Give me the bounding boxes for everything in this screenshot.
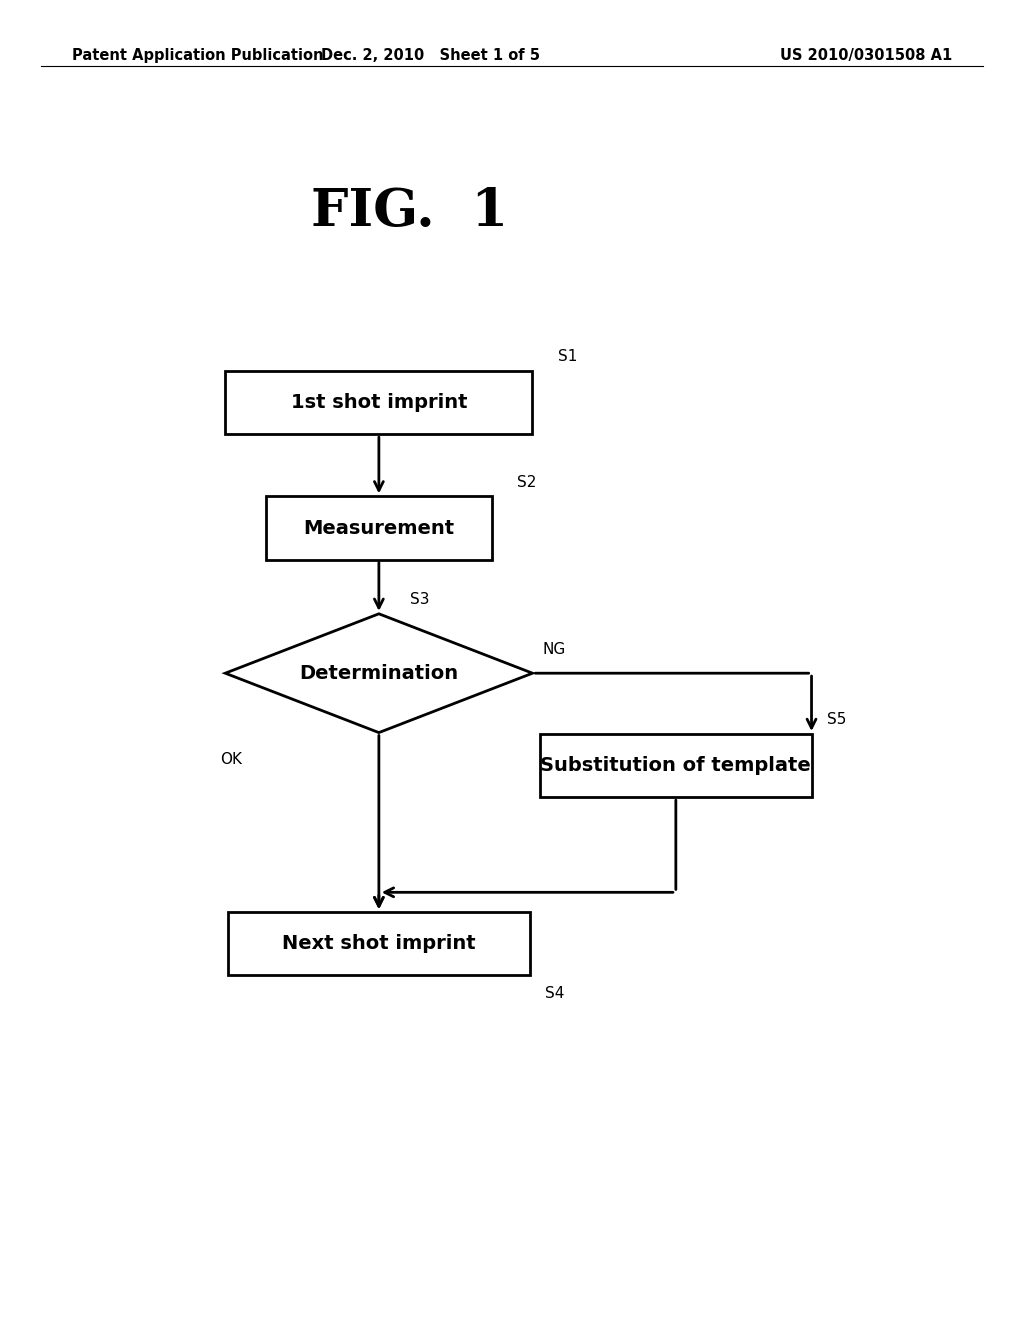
Text: S3: S3 (410, 593, 429, 607)
Text: Measurement: Measurement (303, 519, 455, 537)
Text: Patent Application Publication: Patent Application Publication (72, 48, 324, 63)
Text: S4: S4 (545, 986, 564, 1001)
Text: NG: NG (543, 643, 566, 657)
Text: S5: S5 (827, 713, 846, 727)
Text: S2: S2 (517, 475, 537, 490)
FancyBboxPatch shape (541, 734, 812, 797)
Text: Dec. 2, 2010   Sheet 1 of 5: Dec. 2, 2010 Sheet 1 of 5 (321, 48, 540, 63)
Text: S1: S1 (558, 350, 578, 364)
FancyBboxPatch shape (227, 912, 530, 975)
Text: 1st shot imprint: 1st shot imprint (291, 393, 467, 412)
Text: OK: OK (220, 752, 242, 767)
Text: Determination: Determination (299, 664, 459, 682)
Polygon shape (225, 614, 532, 733)
Text: US 2010/0301508 A1: US 2010/0301508 A1 (780, 48, 952, 63)
Text: Next shot imprint: Next shot imprint (282, 935, 476, 953)
FancyBboxPatch shape (266, 496, 492, 560)
Text: Substitution of template: Substitution of template (541, 756, 811, 775)
Text: FIG.  1: FIG. 1 (311, 186, 508, 236)
FancyBboxPatch shape (225, 371, 532, 434)
